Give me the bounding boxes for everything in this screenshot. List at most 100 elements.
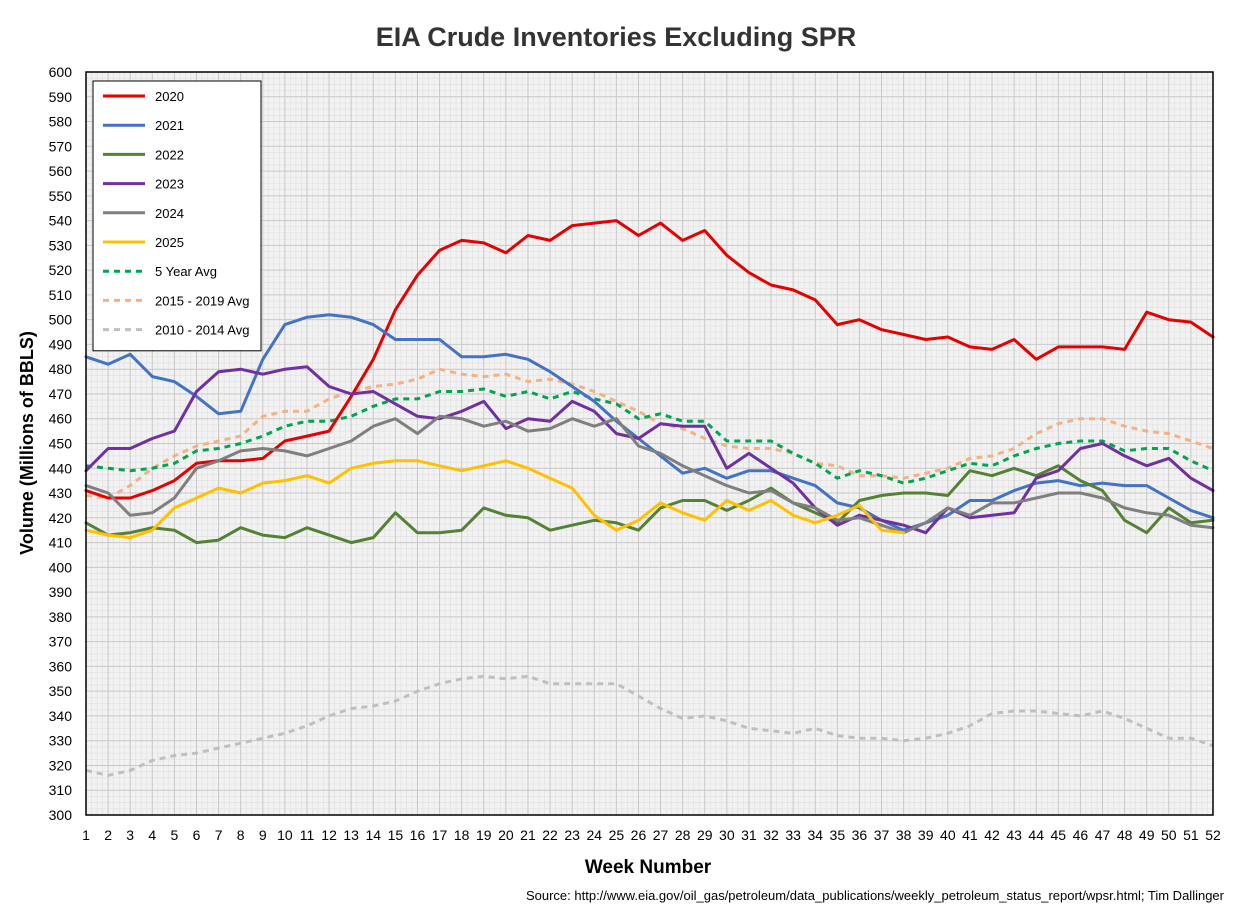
y-tick-label: 350: [49, 683, 73, 699]
x-tick-label: 21: [520, 827, 536, 843]
x-tick-label: 50: [1161, 827, 1177, 843]
x-tick-label: 48: [1117, 827, 1133, 843]
y-tick-label: 360: [49, 658, 73, 674]
y-tick-label: 420: [49, 510, 73, 526]
x-tick-label: 23: [564, 827, 580, 843]
x-tick-label: 20: [498, 827, 514, 843]
x-tick-label: 40: [940, 827, 956, 843]
x-tick-label: 12: [321, 827, 337, 843]
series-line-2024: [84, 414, 1215, 535]
y-tick-label: 580: [49, 114, 73, 130]
legend-label: 2022: [155, 147, 184, 162]
y-tick-label: 410: [49, 535, 73, 551]
legend-label: 2023: [155, 177, 184, 192]
x-tick-label: 8: [237, 827, 245, 843]
y-tick-label: 300: [49, 807, 73, 823]
x-tick-label: 46: [1073, 827, 1089, 843]
y-tick-label: 530: [49, 237, 73, 253]
x-tick-label: 22: [542, 827, 558, 843]
y-tick-label: 560: [49, 163, 73, 179]
x-tick-label: 19: [476, 827, 492, 843]
x-tick-label: 41: [962, 827, 978, 843]
y-tick-label: 430: [49, 485, 73, 501]
x-tick-label: 38: [896, 827, 912, 843]
x-tick-label: 39: [918, 827, 934, 843]
x-tick-label: 13: [343, 827, 359, 843]
x-tick-label: 4: [148, 827, 156, 843]
series-line-2022: [84, 464, 1215, 545]
y-tick-label: 450: [49, 436, 73, 452]
series-lines: [84, 219, 1215, 777]
x-tick-label: 25: [609, 827, 625, 843]
y-tick-label: 520: [49, 262, 73, 278]
series-line-2021: [84, 313, 1215, 532]
y-tick-label: 490: [49, 336, 73, 352]
y-tick-label: 400: [49, 559, 73, 575]
x-tick-label: 49: [1139, 827, 1155, 843]
series-line-2010-2014avg: [85, 674, 1214, 777]
x-tick-label: 35: [830, 827, 846, 843]
series-line-5yearavg: [85, 387, 1214, 485]
source-note: Source: http://www.eia.gov/oil_gas/petro…: [526, 888, 1225, 903]
y-tick-label: 500: [49, 312, 73, 328]
x-tick-label: 14: [365, 827, 381, 843]
x-tick-label: 7: [215, 827, 223, 843]
y-tick-label: 390: [49, 584, 73, 600]
legend-label: 5 Year Avg: [155, 264, 217, 279]
y-tick-label: 600: [49, 64, 73, 80]
x-tick-label: 28: [675, 827, 691, 843]
y-tick-label: 470: [49, 386, 73, 402]
y-tick-label: 510: [49, 287, 73, 303]
series-line-2023: [84, 365, 1215, 535]
x-tick-label: 43: [1006, 827, 1022, 843]
y-tick-label: 540: [49, 213, 73, 229]
y-axis: 300 310 320 330 340 350 360 370 380 390 400 410 420 4…: [49, 64, 73, 823]
x-tick-label: 27: [653, 827, 669, 843]
x-tick-label: 45: [1051, 827, 1067, 843]
legend-label: 2010 - 2014 Avg: [155, 323, 249, 338]
x-tick-label: 32: [763, 827, 779, 843]
y-tick-label: 590: [49, 89, 73, 105]
plot-border: [85, 71, 1214, 816]
x-tick-label: 29: [697, 827, 713, 843]
x-tick-label: 44: [1028, 827, 1044, 843]
x-tick-label: 5: [170, 827, 178, 843]
x-tick-label: 31: [741, 827, 757, 843]
x-tick-label: 24: [586, 827, 602, 843]
legend-label: 2024: [155, 206, 184, 221]
y-tick-label: 310: [49, 782, 73, 798]
y-tick-label: 370: [49, 634, 73, 650]
y-tick-label: 480: [49, 361, 73, 377]
y-tick-label: 320: [49, 757, 73, 773]
x-axis: 1 2 3 4 5 6 7 8 9 10 11 12 13 14 15 16 17 18 19 20 21 22 23 24 2…: [82, 827, 1221, 843]
legend-label: 2015 - 2019 Avg: [155, 293, 249, 308]
x-tick-label: 9: [259, 827, 267, 843]
x-tick-label: 26: [631, 827, 647, 843]
series-line-2025: [84, 459, 906, 540]
x-tick-label: 6: [193, 827, 201, 843]
x-tick-label: 36: [852, 827, 868, 843]
x-tick-label: 52: [1205, 827, 1221, 843]
x-tick-label: 17: [432, 827, 448, 843]
x-tick-label: 11: [300, 827, 315, 843]
x-tick-label: 30: [719, 827, 735, 843]
legend: 2020 2021 2022 2023 2024 2025 5 Year Avg 2015 -…: [92, 80, 262, 352]
y-tick-label: 570: [49, 138, 73, 154]
legend-label: 2021: [155, 118, 184, 133]
x-tick-label: 2: [104, 827, 112, 843]
x-axis-title: Week Number: [585, 857, 712, 878]
y-tick-label: 340: [49, 708, 73, 724]
x-tick-label: 33: [785, 827, 801, 843]
x-tick-label: 1: [82, 827, 90, 843]
y-tick-label: 330: [49, 733, 73, 749]
x-tick-label: 3: [126, 827, 134, 843]
x-tick-label: 18: [454, 827, 470, 843]
legend-label: 2025: [155, 235, 184, 250]
legend-label: 2020: [155, 89, 184, 104]
chart-title: EIA Crude Inventories Excluding SPR: [376, 22, 857, 52]
x-tick-label: 42: [984, 827, 1000, 843]
x-tick-label: 16: [410, 827, 426, 843]
x-tick-label: 10: [277, 827, 293, 843]
